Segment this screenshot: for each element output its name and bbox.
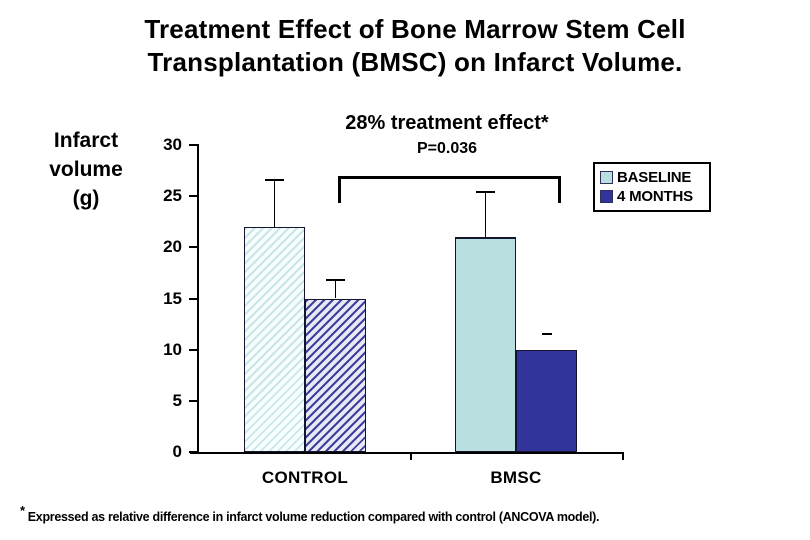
error-bar-cap	[265, 178, 284, 181]
treatment-effect-annotation: 28% treatment effect*	[345, 112, 549, 134]
error-bar-line	[334, 279, 337, 299]
y-axis-tick-label: 10	[163, 339, 182, 359]
error-bar-line	[273, 178, 276, 227]
footnote-asterisk: *	[20, 503, 25, 518]
significance-bracket-right-tick	[558, 176, 561, 203]
y-axis-title-line3: (g)	[72, 187, 100, 210]
chart-title: Treatment Effect of Bone Marrow Stem Cel…	[60, 13, 770, 79]
y-axis-tick	[189, 348, 198, 351]
y-axis-title: Infarct volume (g)	[22, 126, 150, 213]
error-bar-cap	[326, 279, 345, 282]
footnote-text: Expressed as relative difference in infa…	[27, 510, 600, 524]
y-axis-tick	[189, 246, 198, 249]
y-axis-tick-label: 25	[163, 186, 182, 206]
x-axis-tick	[622, 452, 624, 460]
significance-bracket	[338, 176, 561, 179]
chart-title-line2: Transplantation (BMSC) on Infarct Volume…	[147, 47, 683, 77]
y-axis-tick-label: 15	[163, 288, 182, 308]
x-axis-line	[190, 452, 624, 454]
error-bar-cap	[476, 191, 495, 194]
y-axis-tick-label: 5	[172, 390, 182, 410]
significance-bracket-left-tick	[338, 176, 341, 203]
y-axis-tick	[189, 297, 198, 300]
bar-bmsc-baseline	[455, 237, 516, 452]
legend-item-baseline: BASELINE	[600, 169, 704, 186]
bar-control-4-months	[305, 298, 366, 452]
footnote: * Expressed as relative difference in inf…	[20, 503, 700, 524]
y-axis-tick	[189, 451, 198, 453]
baseline-swatch-icon	[600, 171, 613, 184]
y-axis-line	[197, 144, 199, 454]
error-bar-cap	[541, 333, 552, 336]
bar-bmsc-4-months	[516, 349, 577, 452]
y-axis-tick	[189, 399, 198, 402]
chart-title-line1: Treatment Effect of Bone Marrow Stem Cel…	[144, 14, 686, 44]
legend-label-4months: 4 MONTHS	[617, 188, 693, 205]
y-axis-tick	[189, 144, 198, 146]
error-bar-line	[484, 191, 487, 238]
x-category-label-control: CONTROL	[261, 468, 349, 487]
4-months-swatch-icon	[600, 190, 613, 203]
legend-item-4months: 4 MONTHS	[600, 188, 704, 205]
y-axis-title-line1: Infarct	[53, 129, 119, 152]
y-axis-tick	[189, 195, 198, 198]
legend: BASELINE 4 MONTHS	[593, 162, 711, 212]
x-category-label-bmsc: BMSC	[490, 468, 542, 487]
y-axis-tick-label: 0	[172, 442, 182, 461]
y-axis-title-line2: volume	[49, 158, 123, 181]
y-axis-tick-label: 30	[163, 135, 182, 154]
legend-label-baseline: BASELINE	[617, 169, 692, 186]
y-axis-tick-label: 20	[163, 237, 182, 257]
p-value-annotation: P=0.036	[416, 140, 478, 157]
x-axis-tick	[410, 452, 412, 460]
bar-control-baseline	[244, 226, 305, 452]
